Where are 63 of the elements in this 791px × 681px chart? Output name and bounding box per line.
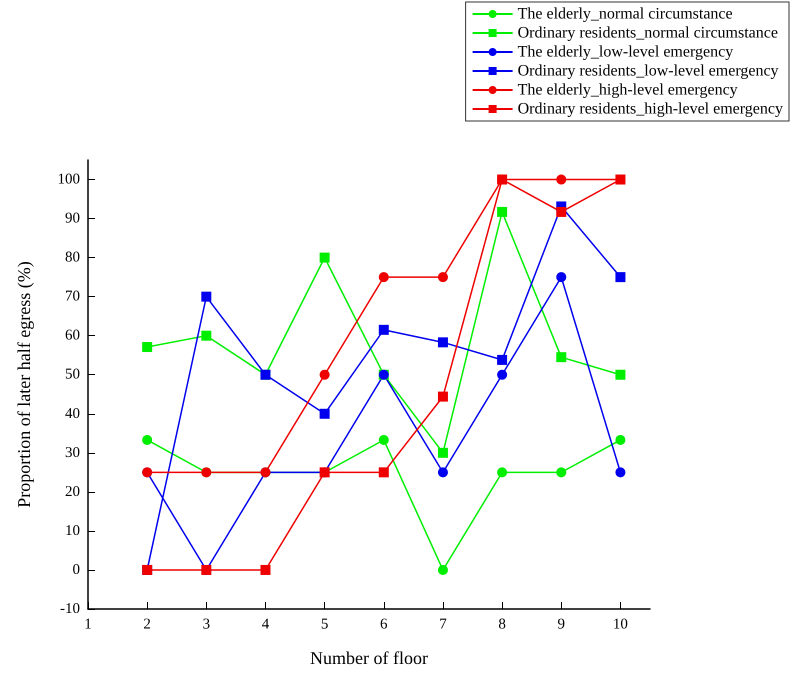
point [438,467,448,478]
point [378,324,389,335]
point [615,467,626,478]
point [615,272,626,282]
point [438,392,448,402]
y-tick-label: 30 [65,444,80,461]
point [615,434,626,445]
legend-label: The elderly_normal circumstance [518,6,733,22]
point [320,408,330,419]
y-tick-label: 70 [65,288,80,305]
legend-label: The elderly_high-level emergency [518,82,738,98]
y-tick-label: -10 [60,601,80,617]
y-tick-label: 60 [65,328,80,344]
y-tick-label: 40 [65,406,80,422]
point [497,467,508,478]
point [438,448,448,458]
point [378,272,389,282]
x-tick-label: 1 [84,616,92,632]
point [378,434,389,445]
legend-label: The elderly_low-level emergency [518,44,734,60]
y-tick-label: 50 [65,366,80,383]
y-tick-label: 0 [72,562,80,578]
point [556,467,566,478]
point [142,342,152,352]
x-tick-label: 7 [439,616,448,632]
x-tick-label: 8 [498,616,506,632]
point [438,564,448,575]
legend-label: Ordinary residents_high-level emergency [518,100,783,118]
point [556,272,566,282]
y-axis-title: Proportion of later half egress (%) [14,261,34,508]
point [378,467,389,478]
x-axis-title: Number of floor [310,648,428,668]
point [497,354,508,365]
point [556,174,566,185]
x-tick-label: 6 [380,616,388,632]
point [201,330,212,341]
y-tick-label: 80 [65,250,80,266]
point [142,434,152,445]
point [556,352,566,362]
point [260,564,270,575]
point [320,252,330,263]
x-tick-label: 5 [320,616,328,632]
y-tick-label: 100 [58,172,80,188]
x-tick-label: 4 [262,616,270,632]
y-tick-label: 10 [65,522,80,539]
x-tick-label: 10 [612,616,628,632]
point [497,174,508,185]
point [320,370,330,380]
point [615,370,626,380]
point [556,206,566,217]
point [615,174,626,185]
x-tick-label: 3 [202,616,210,632]
point [438,337,448,348]
point [438,272,448,282]
y-tick-label: 20 [65,484,80,500]
legend-label: Ordinary residents_low-level emergency [518,62,779,80]
y-tick-label: 90 [65,210,80,227]
point [201,292,212,302]
legend-label: Ordinary residents_normal circumstance [518,24,778,42]
point [497,370,508,380]
x-tick-label: 2 [143,616,151,632]
point [497,206,508,217]
x-tick-label: 9 [558,616,566,632]
